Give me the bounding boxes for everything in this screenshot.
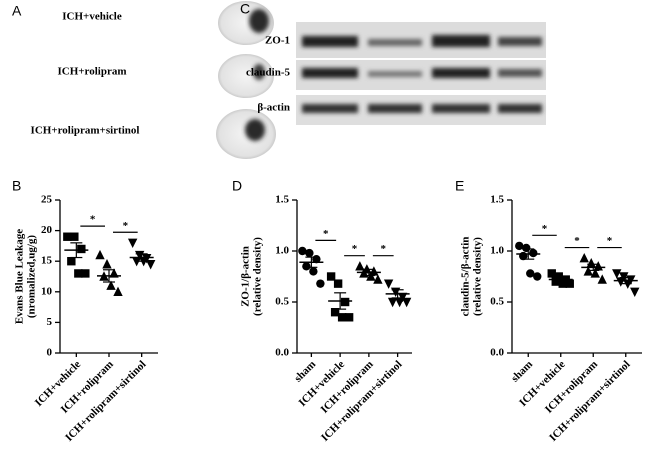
point bbox=[597, 274, 607, 284]
row-label: ICH+vehicle bbox=[62, 11, 122, 23]
point bbox=[593, 261, 603, 271]
point bbox=[106, 280, 116, 290]
point bbox=[127, 238, 138, 249]
y-tick-label: 15 bbox=[41, 255, 53, 267]
point bbox=[612, 269, 622, 279]
point bbox=[394, 297, 405, 308]
brain-image bbox=[216, 109, 276, 159]
significance-label: * bbox=[123, 220, 129, 232]
point bbox=[340, 297, 350, 307]
y-tick-label: 1.0 bbox=[275, 245, 289, 257]
significance-label: * bbox=[574, 235, 580, 247]
point bbox=[77, 244, 86, 254]
blot-label: ZO-1 bbox=[265, 35, 290, 47]
y-axis-label: ZO-1/β-actin bbox=[240, 246, 252, 307]
significance-label: * bbox=[352, 243, 358, 255]
panel-label: A bbox=[12, 3, 22, 19]
y-tick-label: 0.0 bbox=[275, 347, 289, 359]
point bbox=[401, 297, 412, 308]
x-tick-label: sham bbox=[292, 358, 318, 384]
point bbox=[383, 279, 394, 289]
panel-label: C bbox=[240, 1, 250, 17]
y-axis-label: (relative density) bbox=[252, 237, 264, 316]
y-axis-label: (relative density) bbox=[472, 237, 484, 316]
point bbox=[316, 279, 325, 288]
significance-label: * bbox=[381, 243, 387, 255]
point bbox=[113, 286, 123, 296]
panel-label: B bbox=[12, 178, 21, 194]
point bbox=[630, 287, 640, 297]
y-tick-label: 1.0 bbox=[490, 245, 504, 257]
point bbox=[102, 259, 112, 269]
point bbox=[302, 262, 311, 271]
y-tick-label: 0 bbox=[47, 347, 53, 359]
point bbox=[616, 277, 626, 287]
significance-label: * bbox=[607, 235, 613, 247]
y-tick-label: 1.5 bbox=[490, 194, 504, 206]
y-axis-label: claudin-5/β-actin bbox=[460, 237, 472, 317]
point bbox=[326, 272, 336, 281]
point bbox=[586, 258, 596, 268]
y-tick-label: 20 bbox=[41, 224, 53, 236]
point bbox=[95, 249, 105, 260]
point bbox=[81, 269, 90, 278]
point bbox=[554, 272, 563, 281]
significance-label: * bbox=[90, 214, 96, 226]
point bbox=[373, 274, 383, 284]
point bbox=[305, 248, 314, 258]
point bbox=[333, 279, 343, 288]
point bbox=[526, 269, 535, 278]
point bbox=[565, 279, 574, 288]
y-tick-label: 5 bbox=[47, 316, 53, 328]
y-tick-label: 0.0 bbox=[490, 347, 504, 359]
point bbox=[529, 248, 538, 258]
panel-label: D bbox=[232, 178, 242, 194]
point bbox=[547, 269, 556, 278]
y-tick-label: 1.5 bbox=[275, 194, 289, 206]
significance-label: * bbox=[542, 223, 548, 235]
y-tick-label: 25 bbox=[41, 194, 53, 206]
point bbox=[533, 272, 542, 281]
point bbox=[344, 313, 354, 322]
y-tick-label: 0.5 bbox=[490, 296, 504, 308]
point bbox=[298, 246, 307, 256]
point bbox=[558, 279, 567, 288]
point bbox=[522, 243, 531, 253]
panel-label: E bbox=[455, 178, 464, 194]
blot-label: β-actin bbox=[257, 102, 290, 114]
point bbox=[337, 313, 347, 322]
point bbox=[63, 232, 72, 241]
point bbox=[387, 297, 398, 308]
brain-image bbox=[218, 1, 274, 45]
point bbox=[70, 232, 79, 241]
brain-image bbox=[218, 54, 274, 98]
point bbox=[590, 268, 600, 278]
point bbox=[67, 257, 76, 266]
row-label: ICH+rolipram bbox=[57, 66, 126, 78]
point bbox=[74, 269, 83, 278]
point bbox=[309, 267, 318, 276]
point bbox=[330, 308, 340, 317]
point bbox=[515, 241, 524, 251]
y-axis-label: (nromalized,ug/g) bbox=[26, 235, 38, 319]
point bbox=[390, 287, 401, 297]
row-label: ICH+rolipram+sirtinol bbox=[31, 125, 140, 137]
blot-label: claudin-5 bbox=[246, 67, 291, 79]
y-axis-label: Evans Blue Leakage bbox=[14, 229, 26, 324]
point bbox=[134, 250, 145, 261]
point bbox=[145, 260, 156, 270]
x-tick-label: sham bbox=[509, 358, 535, 384]
y-tick-label: 0.5 bbox=[275, 296, 289, 308]
point bbox=[355, 261, 365, 271]
point bbox=[579, 252, 589, 263]
significance-label: * bbox=[323, 228, 329, 240]
blot bbox=[296, 22, 546, 125]
y-tick-label: 10 bbox=[41, 285, 53, 297]
